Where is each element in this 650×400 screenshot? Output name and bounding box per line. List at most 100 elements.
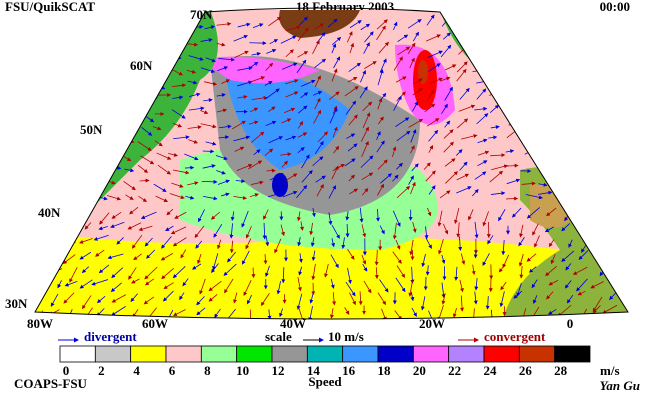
colorbar-cell (342, 345, 379, 363)
wind-arrow (456, 68, 467, 82)
wind-arrow (266, 49, 277, 54)
wind-arrow (215, 155, 228, 161)
wind-arrow (445, 171, 458, 184)
wind-arrow (613, 263, 621, 271)
colorbar-tick: 16 (342, 363, 356, 378)
wind-arrow (456, 222, 461, 238)
wind-arrow (421, 253, 426, 268)
wind-arrow (329, 107, 338, 124)
wind-arrow (616, 196, 628, 203)
wind-arrow (144, 266, 158, 280)
wind-arrow (569, 70, 583, 75)
wind-arrow (490, 31, 502, 43)
wind-arrow (553, 183, 566, 188)
wind-arrow (276, 280, 281, 295)
wind-arrow (423, 162, 431, 170)
wind-arrow (359, 86, 368, 99)
wind-arrow (534, 235, 540, 248)
wind-arrow (56, 193, 72, 202)
wind-arrow (605, 27, 617, 38)
wind-arrow (298, 266, 303, 276)
footer-author: Yan Gu (600, 378, 640, 393)
wind-arrow (281, 160, 288, 168)
wind-arrow (235, 179, 246, 184)
wind-arrow (233, 195, 247, 200)
wind-arrow (611, 210, 621, 222)
wind-arrow (212, 253, 219, 271)
wind-arrow (200, 109, 209, 115)
wind-arrow (81, 266, 90, 274)
wind-arrow (274, 238, 282, 254)
wind-arrow (412, 101, 419, 112)
wind-arrow (185, 195, 195, 200)
wind-arrow (184, 153, 199, 161)
wind-arrow (296, 211, 301, 222)
wind-arrow (296, 293, 303, 310)
wind-arrow (57, 168, 74, 173)
wind-arrow (172, 237, 187, 247)
wind-arrow (77, 81, 92, 88)
wind-arrow (324, 263, 329, 278)
wind-arrow (605, 111, 621, 118)
wind-arrow (250, 131, 265, 143)
wind-arrow (131, 234, 143, 249)
wind-arrow (241, 210, 249, 228)
wind-arrow (308, 306, 313, 319)
wind-arrow (204, 81, 218, 86)
wind-arrow (456, 186, 472, 194)
wind-arrow (523, 132, 539, 139)
wind-arrow (137, 164, 149, 173)
wind-arrow (155, 70, 167, 75)
wind-arrow (591, 251, 602, 256)
wind-arrow (498, 209, 506, 222)
wind-arrow (203, 98, 213, 103)
wind-arrow (362, 263, 368, 272)
wind-arrow (95, 249, 105, 257)
wind-arrow (569, 44, 580, 48)
wind-arrow (505, 163, 519, 168)
wind-arrow (377, 183, 384, 196)
wind-arrow (233, 292, 238, 304)
wind-arrow (191, 263, 202, 270)
wind-arrow (523, 83, 537, 88)
wind-arrow (471, 308, 476, 319)
wind-arrow (301, 154, 310, 169)
wind-arrow (231, 120, 246, 130)
wind-arrow (58, 137, 69, 142)
wind-arrow (332, 126, 338, 138)
wind-arrow (476, 88, 487, 100)
wind-arrow (92, 95, 107, 103)
wind-arrow (518, 237, 525, 247)
wind-arrow (144, 237, 153, 247)
wind-arrow (208, 294, 218, 302)
wind-arrow (555, 168, 571, 173)
wind-arrow (144, 278, 154, 286)
wind-arrow (216, 170, 226, 175)
wind-arrow (477, 160, 488, 167)
lat-label: 30N (5, 296, 28, 311)
wind-arrow (364, 31, 374, 43)
wind-arrow (538, 190, 553, 195)
wind-arrow (262, 222, 267, 240)
wind-arrow (280, 224, 285, 237)
wind-arrow (617, 125, 628, 132)
wind-arrow (428, 129, 439, 142)
wind-arrow (111, 211, 122, 219)
wind-arrow (314, 75, 321, 88)
wind-arrow (282, 190, 298, 198)
wind-arrow (584, 71, 596, 75)
wind-arrow (511, 207, 522, 218)
wind-arrow (427, 207, 432, 217)
wind-arrow (561, 223, 571, 232)
wind-arrow (199, 278, 206, 295)
wind-arrow (328, 212, 333, 226)
wind-arrow (268, 106, 276, 112)
wind-arrow (521, 181, 536, 186)
wind-arrow (592, 296, 603, 313)
wind-arrow (309, 222, 314, 236)
wind-arrow (444, 86, 453, 101)
wind-arrow (361, 224, 367, 238)
wind-arrow (73, 29, 83, 34)
wind-arrow (553, 37, 568, 44)
colorbar-tick: 26 (519, 363, 533, 378)
